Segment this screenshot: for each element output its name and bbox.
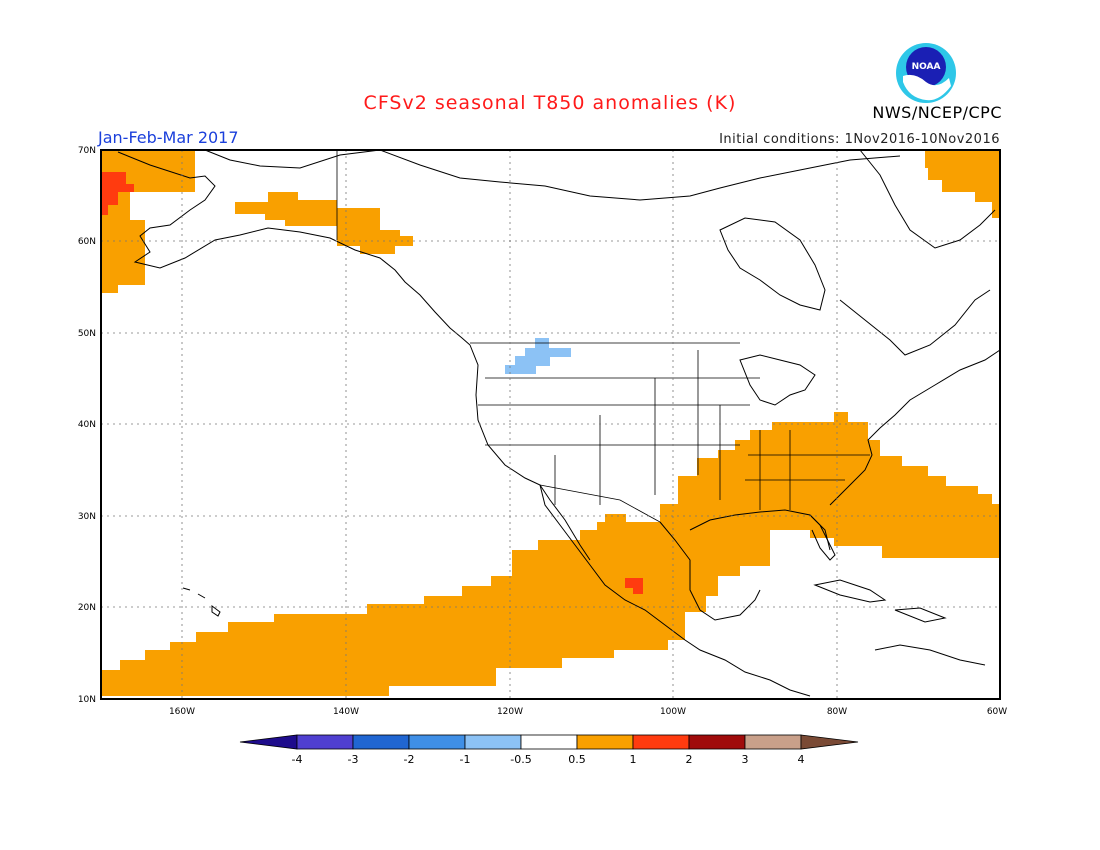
season-label: Jan-Feb-Mar 2017 <box>98 128 239 147</box>
colorbar-label: 0.5 <box>568 753 586 766</box>
noaa-logo-text: NOAA <box>912 62 941 72</box>
agency-label: NWS/NCEP/CPC <box>872 103 1002 122</box>
colorbar: -4 -3 -2 -1 -0.5 0.5 1 2 3 4 <box>239 734 859 766</box>
colorbar-cell <box>352 734 410 750</box>
latitude-axis: 70N 60N 50N 40N 30N 20N 10N <box>78 146 96 705</box>
lon-label: 60W <box>987 707 1007 717</box>
colorbar-cell <box>576 734 634 750</box>
lat-label: 40N <box>78 420 96 430</box>
initial-conditions-label: Initial conditions: 1Nov2016-10Nov2016 <box>719 132 1000 147</box>
lon-label: 100W <box>660 707 686 717</box>
colorbar-label: -2 <box>404 753 415 766</box>
map-frame <box>100 149 1001 700</box>
colorbar-cell <box>632 734 690 750</box>
colorbar-high-arrow <box>800 734 859 750</box>
colorbar-label: 4 <box>798 753 805 766</box>
colorbar-label: 2 <box>686 753 693 766</box>
lon-label: 140W <box>333 707 359 717</box>
colorbar-cell <box>520 734 578 750</box>
lon-label: 120W <box>497 707 523 717</box>
lat-label: 30N <box>78 512 96 522</box>
colorbar-label: -0.5 <box>510 753 531 766</box>
lon-label: 80W <box>827 707 847 717</box>
map-title: CFSv2 seasonal T850 anomalies (K) <box>363 92 737 114</box>
colorbar-cell <box>688 734 746 750</box>
graticule <box>101 150 1000 699</box>
colorbar-cell <box>464 734 522 750</box>
lon-label: 160W <box>169 707 195 717</box>
colorbar-cell <box>408 734 466 750</box>
lat-label: 60N <box>78 237 96 247</box>
colorbar-label: 1 <box>630 753 637 766</box>
lat-label: 70N <box>78 146 96 156</box>
political-borders <box>336 150 870 523</box>
colorbar-label: -3 <box>348 753 359 766</box>
longitude-axis: 160W 140W 120W 100W 80W 60W <box>169 707 1007 717</box>
noaa-logo: NOAA <box>896 43 956 103</box>
colorbar-cell <box>744 734 802 750</box>
colorbar-low-arrow <box>239 734 298 750</box>
lat-label: 50N <box>78 329 96 339</box>
lat-label: 10N <box>78 695 96 705</box>
colorbar-cell <box>296 734 354 750</box>
coastlines <box>117 149 1001 697</box>
colorbar-label: -4 <box>292 753 303 766</box>
anomaly-shading <box>101 150 1000 696</box>
lat-label: 20N <box>78 603 96 613</box>
colorbar-label: 3 <box>742 753 749 766</box>
colorbar-label: -1 <box>460 753 471 766</box>
